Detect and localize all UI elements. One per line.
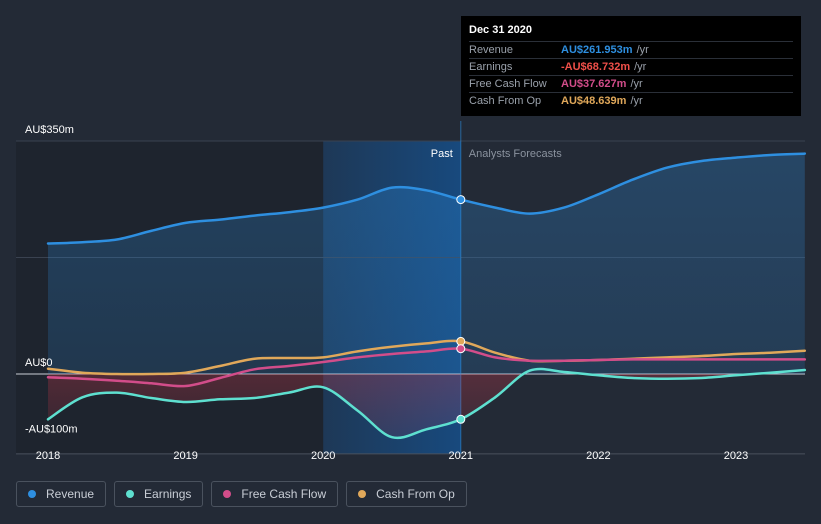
x-tick-label: 2022 bbox=[586, 450, 610, 462]
x-tick-label: 2023 bbox=[724, 450, 748, 462]
tooltip-label: Earnings bbox=[469, 61, 513, 73]
y-tick-label: -AU$100m bbox=[25, 424, 78, 436]
past-label: Past bbox=[431, 148, 453, 160]
tooltip-unit: /yr bbox=[636, 44, 649, 56]
revenue-area bbox=[48, 153, 805, 374]
x-tick-label: 2019 bbox=[173, 450, 197, 462]
legend-label: Revenue bbox=[46, 487, 95, 501]
free-cash-flow-line bbox=[46, 347, 807, 388]
revenue-marker bbox=[456, 195, 466, 205]
tooltip-row-earnings: Earnings -AU$68.732m /yr bbox=[469, 58, 793, 75]
legend-item-free-cash-flow[interactable]: Free Cash Flow bbox=[211, 481, 339, 507]
legend-item-revenue[interactable]: Revenue bbox=[16, 481, 107, 507]
tooltip-row-cash-from-op: Cash From Op AU$48.639m /yr bbox=[469, 92, 793, 109]
tooltip-value: AU$261.953m bbox=[561, 44, 633, 56]
tooltip: Dec 31 2020 Revenue AU$261.953m /yr Earn… bbox=[461, 16, 801, 116]
tooltip-unit: /yr bbox=[634, 61, 647, 73]
tooltip-value: -AU$68.732m bbox=[561, 61, 631, 73]
tooltip-label: Revenue bbox=[469, 44, 514, 56]
cash-from-op-dot-icon bbox=[358, 490, 367, 498]
earnings-line bbox=[46, 367, 807, 440]
x-tick-label: 2018 bbox=[36, 450, 60, 462]
tooltip-unit: /yr bbox=[630, 78, 643, 90]
legend-label: Free Cash Flow bbox=[241, 487, 327, 501]
tooltip-label: Cash From Op bbox=[469, 95, 542, 107]
tooltip-value: AU$37.627m bbox=[561, 78, 627, 90]
revenue-dot-icon bbox=[28, 490, 36, 498]
cash-from-op-line bbox=[46, 339, 807, 376]
tooltip-value: AU$48.639m bbox=[561, 95, 627, 107]
tooltip-date: Dec 31 2020 bbox=[469, 24, 532, 36]
revenue-line bbox=[46, 152, 807, 245]
tooltip-row-revenue: Revenue AU$261.953m /yr bbox=[469, 41, 793, 58]
earnings-marker bbox=[456, 414, 466, 424]
cash-from-op-marker bbox=[456, 336, 466, 346]
legend-item-earnings[interactable]: Earnings bbox=[114, 481, 204, 507]
forecast-label: Analysts Forecasts bbox=[469, 148, 562, 160]
legend-label: Cash From Op bbox=[376, 487, 455, 501]
x-tick-label: 2020 bbox=[311, 450, 335, 462]
x-tick-label: 2021 bbox=[449, 450, 473, 462]
tooltip-row-free-cash-flow: Free Cash Flow AU$37.627m /yr bbox=[469, 75, 793, 92]
tooltip-label: Free Cash Flow bbox=[469, 78, 547, 90]
tooltip-unit: /yr bbox=[630, 95, 643, 107]
legend-item-cash-from-op[interactable]: Cash From Op bbox=[346, 481, 467, 507]
earnings-negative-area bbox=[48, 374, 805, 438]
legend-label: Earnings bbox=[144, 487, 192, 501]
legend: Revenue Earnings Free Cash Flow Cash Fro… bbox=[16, 481, 467, 507]
free-cash-flow-marker bbox=[456, 344, 466, 354]
earnings-dot-icon bbox=[126, 490, 135, 498]
free-cash-flow-dot-icon bbox=[223, 490, 232, 498]
y-tick-label: AU$350m bbox=[25, 124, 74, 136]
y-tick-label: AU$0 bbox=[25, 357, 53, 369]
